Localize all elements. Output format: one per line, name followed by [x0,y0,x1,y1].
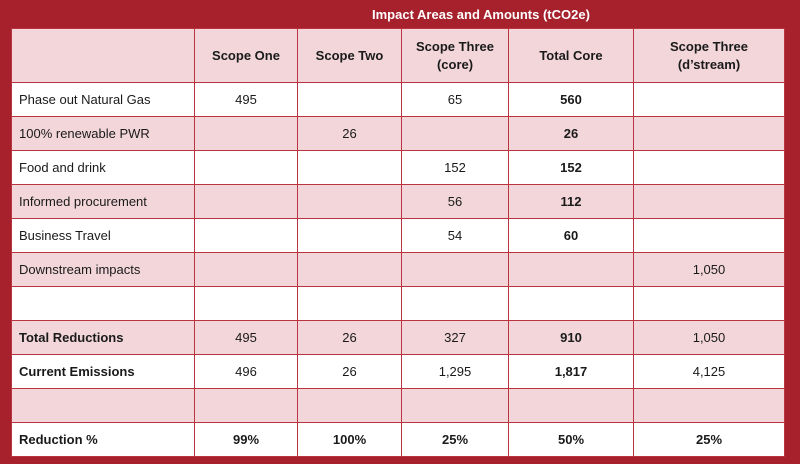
total-core-cell [508,286,634,321]
table-row: Total Reductions 495 26 327 910 1,050 [11,320,785,355]
header-scope-three-line1: Scope Three [415,38,495,54]
scope-one-cell: 99% [194,422,298,457]
scope-three-core-cell: 65 [401,82,509,117]
header-cell-label [11,28,195,83]
header-cell-scope-three-downstream: Scope Three (d’stream) [633,28,785,83]
total-core-cell: 60 [508,218,634,253]
header-cell-scope-two: Scope Two [297,28,402,83]
scope-three-downstream-cell [633,82,785,117]
total-core-cell: 1,817 [508,354,634,389]
scope-three-downstream-cell: 1,050 [633,252,785,287]
table-body: Phase out Natural Gas 495 65 560 100% renewa… [11,82,785,457]
scope-two-cell: 100% [297,422,402,457]
scope-three-core-cell: 152 [401,150,509,185]
table-row: Current Emissions 496 26 1,295 1,817 4,125 [11,354,785,389]
table-row: Downstream impacts 1,050 [11,252,785,287]
scope-one-cell [194,218,298,253]
table-row: Phase out Natural Gas 495 65 560 [11,82,785,117]
header-cell-scope-three-core: Scope Three (core) [401,28,509,83]
scope-three-core-cell [401,286,509,321]
total-core-cell: 910 [508,320,634,355]
scope-three-core-cell [401,252,509,287]
scope-one-cell [194,252,298,287]
scope-one-cell [194,388,298,423]
scope-two-cell [297,286,402,321]
scope-two-cell [297,388,402,423]
scope-three-downstream-cell: 1,050 [633,320,785,355]
scope-three-downstream-cell: 25% [633,422,785,457]
total-core-cell [508,388,634,423]
total-core-cell [508,252,634,287]
scope-three-core-cell: 1,295 [401,354,509,389]
scope-three-downstream-cell [633,218,785,253]
scope-two-cell [297,150,402,185]
table-row [11,286,785,321]
impact-table: Scope One Scope Two Scope Three (core) To… [11,28,785,457]
scope-two-cell: 26 [297,116,402,151]
row-label: 100% renewable PWR [11,116,195,151]
scope-three-core-cell: 56 [401,184,509,219]
table-row: 100% renewable PWR 26 26 [11,116,785,151]
table-title: Impact Areas and Amounts (tCO2e) [372,6,590,22]
scope-three-core-cell: 54 [401,218,509,253]
total-core-cell: 152 [508,150,634,185]
scope-two-cell [297,218,402,253]
scope-three-core-cell [401,388,509,423]
scope-one-cell: 496 [194,354,298,389]
scope-one-cell: 495 [194,320,298,355]
scope-one-cell [194,184,298,219]
scope-three-downstream-cell [633,150,785,185]
scope-three-downstream-cell: 4,125 [633,354,785,389]
table-row: Food and drink 152 152 [11,150,785,185]
scope-three-core-cell: 327 [401,320,509,355]
total-core-cell: 112 [508,184,634,219]
header-cell-total-core: Total Core [508,28,634,83]
scope-three-core-cell: 25% [401,422,509,457]
scope-three-downstream-cell [633,388,785,423]
scope-two-cell: 26 [297,320,402,355]
row-label: Informed procurement [11,184,195,219]
scope-one-cell [194,150,298,185]
table-row: Business Travel 54 60 [11,218,785,253]
row-label: Food and drink [11,150,195,185]
header-downstream-line1: Scope Three [669,38,749,54]
scope-two-cell [297,184,402,219]
scope-three-core-cell [401,116,509,151]
scope-one-cell [194,286,298,321]
row-label: Downstream impacts [11,252,195,287]
row-label: Reduction % [11,422,195,457]
table-row: Reduction % 99% 100% 25% 50% 25% [11,422,785,457]
scope-three-downstream-cell [633,116,785,151]
row-label [11,388,195,423]
header-downstream-line2: (d’stream) [677,56,741,72]
table-row: Informed procurement 56 112 [11,184,785,219]
scope-one-cell: 495 [194,82,298,117]
header-row: Scope One Scope Two Scope Three (core) To… [11,28,785,83]
row-label: Current Emissions [11,354,195,389]
total-core-cell: 560 [508,82,634,117]
total-core-cell: 50% [508,422,634,457]
scope-one-cell [194,116,298,151]
scope-two-cell: 26 [297,354,402,389]
row-label: Business Travel [11,218,195,253]
row-label [11,286,195,321]
scope-three-downstream-cell [633,286,785,321]
scope-two-cell [297,252,402,287]
total-core-cell: 26 [508,116,634,151]
table-row [11,388,785,423]
row-label: Total Reductions [11,320,195,355]
header-scope-three-line2: (core) [436,56,474,72]
scope-two-cell [297,82,402,117]
row-label: Phase out Natural Gas [11,82,195,117]
scope-three-downstream-cell [633,184,785,219]
header-cell-scope-one: Scope One [194,28,298,83]
